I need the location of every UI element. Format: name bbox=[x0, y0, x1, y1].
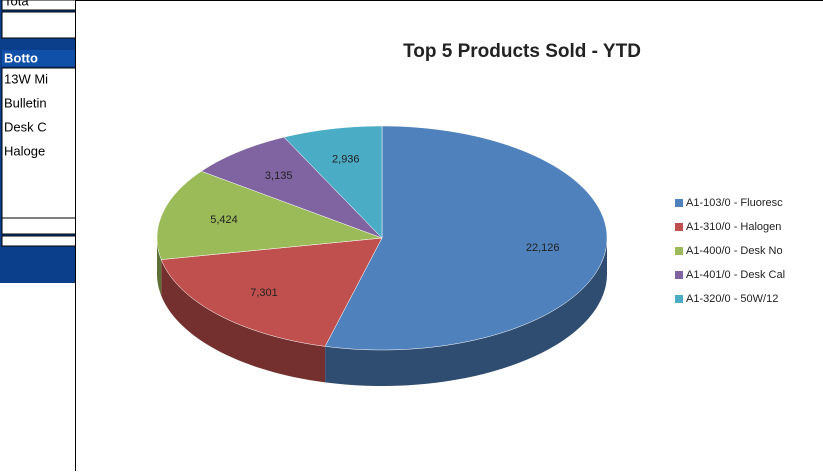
legend-label: A1-320/0 - 50W/12 bbox=[686, 293, 778, 305]
table-row-text: Haloge bbox=[4, 143, 45, 158]
table-row-text: Desk C bbox=[4, 119, 47, 134]
table-header-text: Botto bbox=[4, 50, 38, 65]
table-body bbox=[1, 67, 77, 235]
data-label: 7,301 bbox=[250, 287, 278, 299]
slice bbox=[283, 125, 383, 239]
legend: A1-103/0 - Fluoresc A1-310/0 - Halogen A1-… bbox=[675, 197, 785, 305]
table-row-text: 13W Mi bbox=[4, 71, 48, 86]
table-text: Tota bbox=[4, 0, 29, 8]
table-cell bbox=[1, 235, 77, 247]
table-header bbox=[2, 50, 76, 66]
legend-swatch bbox=[675, 199, 683, 207]
chart-title: Top 5 Products Sold - YTD bbox=[403, 41, 641, 62]
legend-swatch bbox=[675, 247, 683, 255]
data-label: 3,135 bbox=[265, 170, 293, 182]
legend-label: A1-401/0 - Desk Cal bbox=[686, 269, 785, 281]
slice bbox=[200, 136, 383, 239]
table-rows: 13W Mi Bulletin Desk C Haloge bbox=[4, 71, 48, 158]
data-label: 22,126 bbox=[526, 242, 560, 254]
data-label: 5,424 bbox=[210, 214, 238, 226]
legend-label: A1-103/0 - Fluoresc bbox=[686, 197, 783, 209]
slice-side bbox=[157, 238, 162, 296]
slice bbox=[324, 125, 608, 351]
slice-side bbox=[161, 259, 326, 383]
legend-swatch bbox=[675, 223, 683, 231]
slice bbox=[156, 170, 383, 260]
data-label: 2,936 bbox=[332, 153, 360, 165]
slice-side bbox=[325, 238, 607, 386]
table-row-text: Bulletin bbox=[4, 95, 47, 110]
legend-swatch bbox=[675, 271, 683, 279]
slice bbox=[160, 237, 383, 347]
pie: 22,126 7,301 5,424 3,135 2,936 bbox=[156, 125, 608, 386]
legend-label: A1-400/0 - Desk No bbox=[686, 245, 783, 257]
legend-swatch bbox=[675, 295, 683, 303]
legend-label: A1-310/0 - Halogen bbox=[686, 221, 781, 233]
table-cell bbox=[1, 11, 77, 39]
